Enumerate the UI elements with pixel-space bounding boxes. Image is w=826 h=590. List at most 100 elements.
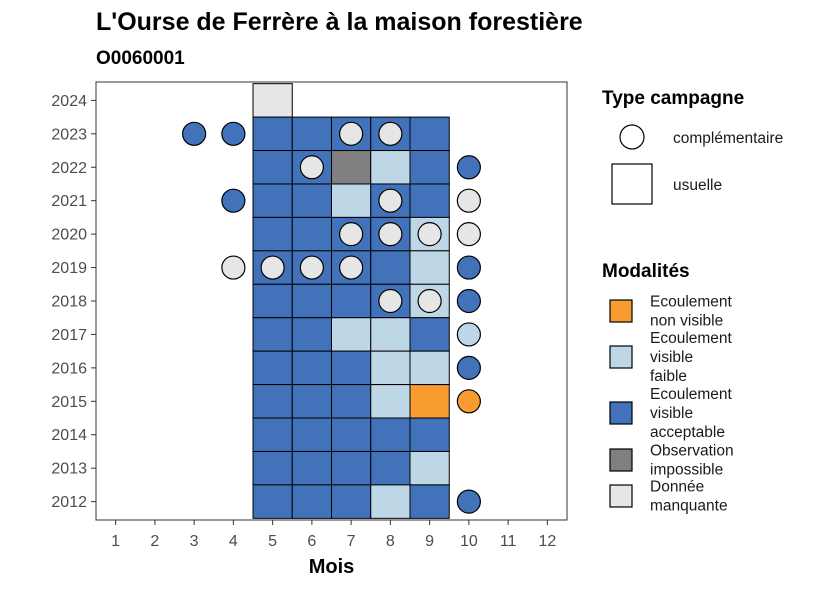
point-2019-m10	[456, 255, 481, 280]
point-2019-m7	[339, 255, 364, 280]
legend-label-DM: manquante	[650, 498, 728, 515]
tile-2021-m7	[331, 183, 372, 218]
point-2020-m7	[339, 222, 364, 247]
tile-2017-m6	[291, 317, 332, 352]
point-2015-m10	[456, 389, 481, 414]
legend-label-EVA: acceptable	[650, 424, 725, 441]
y-tick-label: 2014	[51, 427, 87, 444]
tile-2016-m6	[291, 350, 332, 386]
point-2019-m4	[221, 255, 246, 280]
tile-2022-m8	[370, 150, 411, 185]
tile-2022-m9	[409, 150, 450, 185]
tile-2013-m5	[252, 450, 293, 486]
tile-2016-m9	[409, 350, 450, 386]
tile-2015-m8	[370, 384, 411, 419]
point-2020-m10	[456, 222, 481, 247]
legend-label-EVF: faible	[650, 368, 687, 385]
tile-2019-m9	[409, 250, 450, 285]
tile-2021-m9	[409, 183, 450, 218]
y-tick-label: 2021	[51, 193, 87, 210]
tile-2015-m5	[252, 384, 293, 419]
complementary-campaign-points	[182, 121, 481, 514]
tile-2019-m8	[370, 250, 411, 285]
point-2023-m8	[378, 121, 403, 146]
y-tick-label: 2024	[51, 93, 87, 110]
tile-2023-m6	[291, 116, 332, 152]
x-tick-label: 5	[268, 533, 277, 550]
point-2022-m6	[299, 155, 324, 180]
point-2021-m8	[378, 188, 403, 213]
chart-title: L'Ourse de Ferrère à la maison forestièr…	[96, 8, 583, 36]
tile-2021-m6	[291, 183, 332, 218]
point-2021-m4	[221, 188, 246, 213]
point-2019-m5	[260, 255, 285, 280]
tile-2014-m6	[291, 417, 332, 452]
tile-2013-m7	[331, 450, 372, 486]
x-tick-label: 6	[307, 533, 316, 550]
x-tick-label: 8	[386, 533, 395, 550]
point-2016-m10	[456, 355, 481, 380]
point-2020-m9	[417, 222, 442, 247]
y-tick-label: 2023	[51, 126, 87, 143]
tile-2018-m7	[331, 283, 372, 319]
tile-2024-m5	[252, 83, 293, 118]
legend-modalites-title: Modalités	[602, 261, 690, 282]
point-2019-m6	[299, 255, 324, 280]
legend-label-usuelle: usuelle	[673, 177, 722, 194]
legend-label-ENV: Ecoulement	[650, 294, 733, 311]
y-tick-label: 2022	[51, 160, 87, 177]
x-tick-label: 3	[190, 533, 199, 550]
legend-label-ENV: non visible	[650, 313, 723, 330]
legend-label-DM: Donnée	[650, 479, 704, 496]
tile-2013-m9	[409, 450, 450, 486]
x-tick-label: 9	[425, 533, 434, 550]
x-tick-label: 7	[347, 533, 356, 550]
legend-label-complementaire: complémentaire	[673, 130, 783, 147]
x-tick-label: 4	[229, 533, 238, 550]
tile-2013-m6	[291, 450, 332, 486]
legend-label-OI: impossible	[650, 462, 723, 479]
legend-type-title: Type campagne	[602, 88, 744, 109]
x-tick-label: 11	[500, 533, 517, 550]
point-2023-m7	[339, 121, 364, 146]
x-axis: 1 2 3 4 5 6 7 8 9 10 11 12	[111, 520, 556, 550]
y-tick-label: 2017	[51, 327, 87, 344]
tile-2012-m6	[291, 484, 332, 519]
legend-label-OI: Observation	[650, 443, 734, 460]
tile-2017-m5	[252, 317, 293, 352]
legend-circle-key	[619, 124, 645, 150]
legend-label-EVF: Ecoulement	[650, 330, 733, 347]
tile-2020-m6	[291, 216, 332, 252]
x-tick-label: 12	[538, 533, 556, 550]
tile-2017-m7	[331, 317, 372, 352]
tile-2014-m9	[409, 417, 450, 452]
tile-2015-m7	[331, 384, 372, 419]
tile-2018-m6	[291, 283, 332, 319]
tile-2015-m6	[291, 384, 332, 419]
tile-2023-m5	[252, 116, 293, 152]
x-tick-label: 1	[111, 533, 120, 550]
point-2023-m4	[221, 121, 246, 146]
tile-2012-m8	[370, 484, 411, 519]
legend-key-EVA	[609, 401, 633, 425]
tile-2014-m7	[331, 417, 372, 452]
y-axis: 2012 2013 2014 2015 2016 2017 2018 2019 2020 2021…	[51, 93, 96, 511]
chart-subtitle: O0060001	[96, 48, 185, 69]
x-tick-label: 2	[150, 533, 159, 550]
point-2020-m8	[378, 222, 403, 247]
tile-2012-m9	[409, 484, 450, 519]
point-2018-m8	[378, 288, 403, 314]
legend-key-OI	[609, 448, 633, 472]
tile-2018-m5	[252, 283, 293, 319]
tile-2020-m5	[252, 216, 293, 252]
legend-key-ENV	[609, 299, 633, 323]
legend-square-key	[611, 163, 653, 205]
y-tick-label: 2019	[51, 260, 87, 277]
tile-2012-m5	[252, 484, 293, 519]
y-tick-label: 2013	[51, 461, 87, 478]
legend-label-EVA: visible	[650, 405, 693, 422]
tile-2017-m9	[409, 317, 450, 352]
tile-2013-m8	[370, 450, 411, 486]
